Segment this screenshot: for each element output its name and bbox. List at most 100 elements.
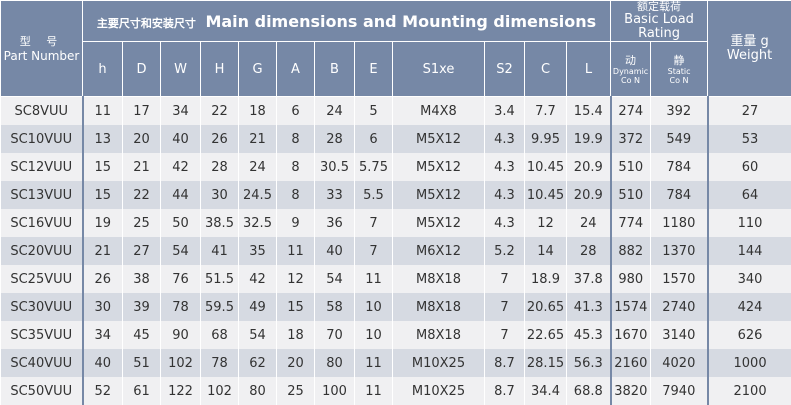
table-cell: 6 <box>355 125 393 153</box>
table-cell: 34.4 <box>525 377 567 405</box>
table-cell: 11 <box>355 265 393 293</box>
table-cell: 80 <box>315 349 355 377</box>
table-cell: 36 <box>315 209 355 237</box>
table-cell: 28.15 <box>525 349 567 377</box>
table-cell: 11 <box>277 237 315 265</box>
col-header: B <box>315 42 355 97</box>
table-cell: 21 <box>239 125 277 153</box>
weight-cell: 64 <box>708 181 791 209</box>
table-cell: 17 <box>123 97 161 126</box>
part-number-cell: SC12VUU <box>1 153 83 181</box>
weight-cell: 60 <box>708 153 791 181</box>
weight-cell: 626 <box>708 321 791 349</box>
table-cell: M4X8 <box>393 97 485 126</box>
table-cell: 4.3 <box>485 153 525 181</box>
table-cell: 40 <box>83 349 123 377</box>
table-cell: 20 <box>277 349 315 377</box>
table-cell: 22.65 <box>525 321 567 349</box>
table-cell: 882 <box>611 237 651 265</box>
table-cell: 39 <box>123 293 161 321</box>
table-cell: 38 <box>123 265 161 293</box>
table-cell: 392 <box>651 97 708 126</box>
table-cell: 42 <box>239 265 277 293</box>
weight-header-en: Weight <box>708 49 791 63</box>
table-cell: 8 <box>277 181 315 209</box>
table-cell: M8X18 <box>393 321 485 349</box>
table-cell: M6X12 <box>393 237 485 265</box>
table-cell: 21 <box>83 237 123 265</box>
table-header: 型 号 Part Number 主要尺寸和安装尺寸 Main dimension… <box>1 1 791 97</box>
table-cell: 30.5 <box>315 153 355 181</box>
load-header-en-2: Rating <box>611 27 707 41</box>
table-cell: 50 <box>161 209 201 237</box>
table-cell: 38.5 <box>201 209 239 237</box>
part-number-cell: SC25VUU <box>1 265 83 293</box>
table-cell: 8 <box>277 153 315 181</box>
weight-cell: 110 <box>708 209 791 237</box>
table-cell: 10 <box>355 293 393 321</box>
table-cell: 980 <box>611 265 651 293</box>
table-cell: 54 <box>315 265 355 293</box>
table-cell: 7 <box>485 321 525 349</box>
table-cell: 26 <box>201 125 239 153</box>
table-cell: 35 <box>239 237 277 265</box>
table-cell: 30 <box>83 293 123 321</box>
main-dimensions-header-en: Main dimensions and Mounting dimensions <box>205 12 596 31</box>
table-cell: 7 <box>485 265 525 293</box>
part-number-header-en: Part Number <box>1 49 82 63</box>
table-cell: 34 <box>83 321 123 349</box>
weight-cell: 424 <box>708 293 791 321</box>
table-cell: 9.95 <box>525 125 567 153</box>
col-header: C <box>525 42 567 97</box>
table-cell: 78 <box>201 349 239 377</box>
part-number-cell: SC8VUU <box>1 97 83 126</box>
table-cell: 40 <box>161 125 201 153</box>
table-cell: M5X12 <box>393 153 485 181</box>
table-cell: M8X18 <box>393 265 485 293</box>
table-cell: 22 <box>123 181 161 209</box>
table-cell: 30 <box>201 181 239 209</box>
part-number-cell: SC30VUU <box>1 293 83 321</box>
table-cell: 51.5 <box>201 265 239 293</box>
table-cell: 12 <box>277 265 315 293</box>
part-number-cell: SC40VUU <box>1 349 83 377</box>
table-cell: 774 <box>611 209 651 237</box>
col-header: h <box>83 42 123 97</box>
weight-cell: 340 <box>708 265 791 293</box>
basic-load-rating-header: 额定载荷 Basic Load Rating <box>611 1 708 42</box>
table-cell: 24 <box>567 209 611 237</box>
part-number-header: 型 号 Part Number <box>1 1 83 97</box>
table-cell: 15.4 <box>567 97 611 126</box>
table-cell: 2160 <box>611 349 651 377</box>
table-cell: 68 <box>201 321 239 349</box>
col-header: H <box>201 42 239 97</box>
table-cell: 1570 <box>651 265 708 293</box>
table-cell: 3820 <box>611 377 651 405</box>
table-cell: 1370 <box>651 237 708 265</box>
static-cn: 静 <box>651 54 707 67</box>
table-cell: 549 <box>651 125 708 153</box>
table-cell: 51 <box>123 349 161 377</box>
table-cell: 10.45 <box>525 153 567 181</box>
table-cell: 5 <box>355 97 393 126</box>
table-cell: 372 <box>611 125 651 153</box>
main-dimensions-header-cn: 主要尺寸和安装尺寸 <box>97 17 196 30</box>
table-cell: 32.5 <box>239 209 277 237</box>
static-load-header: 静 Static Co N <box>651 42 708 97</box>
table-cell: 10.45 <box>525 181 567 209</box>
table-cell: 15 <box>83 153 123 181</box>
table-cell: 15 <box>277 293 315 321</box>
table-cell: 78 <box>161 293 201 321</box>
table-cell: 54 <box>161 237 201 265</box>
table-cell: 11 <box>83 97 123 126</box>
load-header-en-1: Basic Load <box>611 13 707 27</box>
table-cell: 40 <box>315 237 355 265</box>
